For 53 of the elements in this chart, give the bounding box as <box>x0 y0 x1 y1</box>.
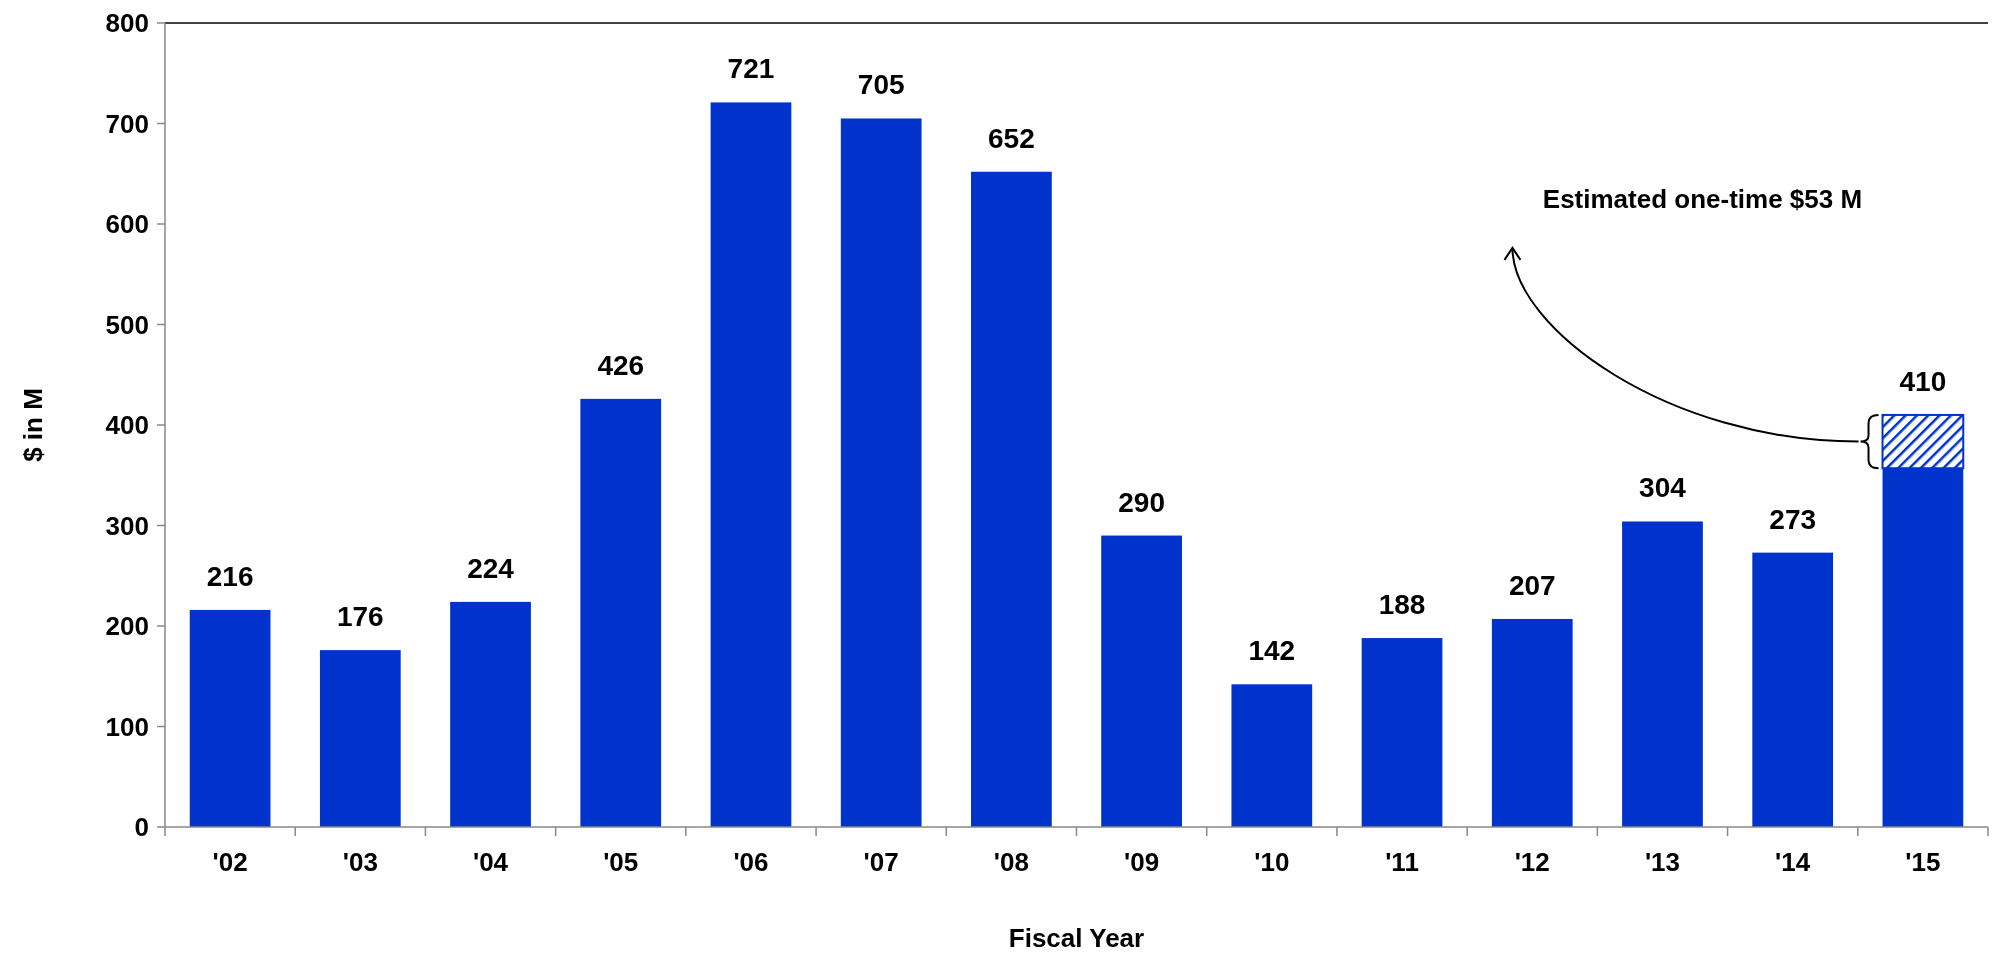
x-axis-title: Fiscal Year <box>1008 923 1145 953</box>
total-label: 410 <box>1899 365 1947 397</box>
total-label: 216 <box>206 560 254 592</box>
bar <box>1101 535 1182 827</box>
y-tick-label: 400 <box>105 410 149 441</box>
x-tick-label: '08 <box>993 847 1029 877</box>
y-tick-label: 200 <box>105 611 149 642</box>
x-tick-label: '03 <box>342 847 378 877</box>
total-label: 176 <box>336 601 384 633</box>
x-tick-label: '10 <box>1254 847 1290 877</box>
y-tick-label: 500 <box>105 309 149 340</box>
y-tick-label: 0 <box>134 812 149 843</box>
x-tick-label: '02 <box>212 847 248 877</box>
total-label: 188 <box>1378 589 1426 621</box>
total-label: 290 <box>1118 486 1165 518</box>
x-tick-label: '14 <box>1775 847 1811 877</box>
bar <box>1622 521 1703 827</box>
total-label: 705 <box>857 69 905 101</box>
total-label: 304 <box>1639 472 1687 504</box>
bar <box>1231 684 1313 827</box>
total-label: 273 <box>1769 503 1817 535</box>
total-label: 224 <box>467 552 515 584</box>
y-tick-label: 600 <box>105 209 149 240</box>
annotation: Estimated one-time $53 M <box>1542 183 1863 214</box>
y-tick-label: 300 <box>105 510 149 541</box>
bar <box>840 118 922 827</box>
total-label: 142 <box>1248 635 1296 667</box>
bar <box>1361 638 1443 827</box>
bar <box>971 171 1052 827</box>
x-tick-label: '05 <box>603 847 639 877</box>
total-label: 207 <box>1508 569 1556 601</box>
total-label: 721 <box>727 53 775 85</box>
y-tick-label: 800 <box>105 8 149 39</box>
bar <box>710 102 792 827</box>
bar <box>450 601 531 827</box>
x-tick-label: '11 <box>1385 847 1419 877</box>
bar <box>319 650 401 827</box>
bar <box>580 398 662 827</box>
total-label: 652 <box>988 122 1035 154</box>
x-tick-label: '09 <box>1124 847 1160 877</box>
y-tick-label: 700 <box>105 108 149 139</box>
bar <box>1752 552 1834 827</box>
x-tick-label: '04 <box>472 847 509 877</box>
bar <box>1491 618 1573 827</box>
x-tick-label: '06 <box>733 847 769 877</box>
x-tick-label: '07 <box>863 847 899 877</box>
x-tick-label: '13 <box>1644 847 1681 877</box>
x-tick-label: '15 <box>1905 847 1941 877</box>
total-label: 426 <box>597 349 645 381</box>
y-axis-title: $ in M <box>18 388 48 462</box>
bar <box>189 609 271 827</box>
y-tick-label: 100 <box>105 711 149 742</box>
x-tick-label: '12 <box>1514 847 1550 877</box>
